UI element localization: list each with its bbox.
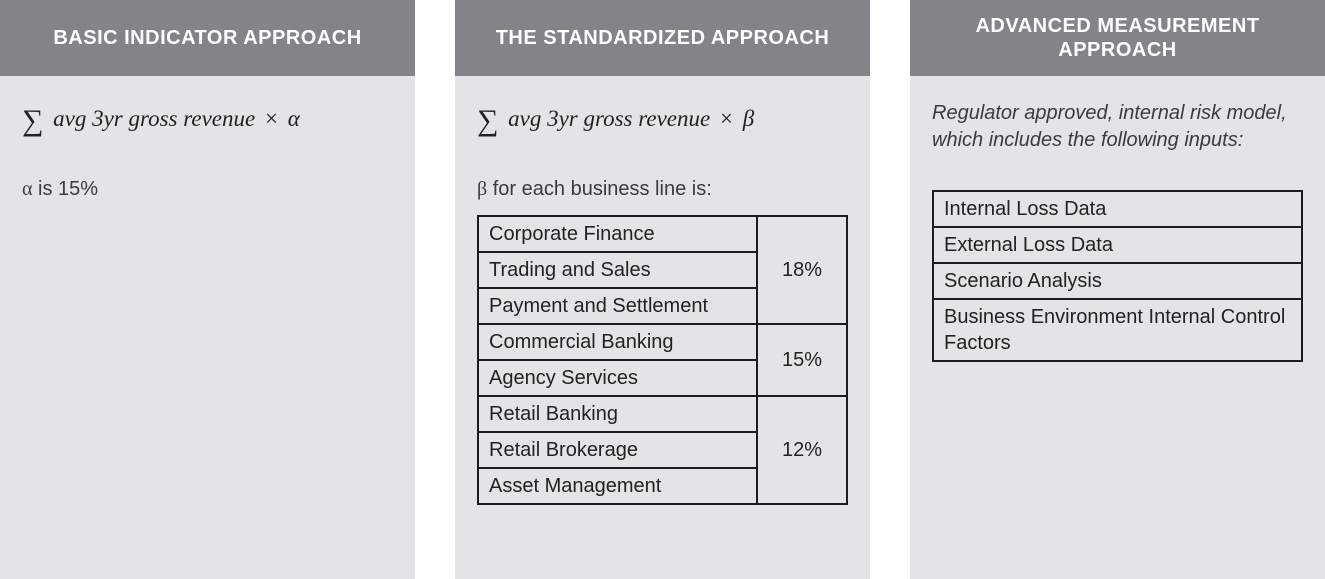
- table-row: External Loss Data: [933, 227, 1302, 263]
- standardized-formula: ∑ avg 3yr gross revenue × β: [477, 104, 848, 138]
- alpha-symbol: α: [288, 106, 300, 131]
- business-line-cell: Corporate Finance: [478, 216, 757, 252]
- times-symbol: ×: [261, 106, 282, 131]
- panel-ama-body: Regulator approved, internal risk model,…: [910, 76, 1325, 384]
- approach-panels: BASIC INDICATOR APPROACH ∑ avg 3yr gross…: [0, 0, 1325, 579]
- business-line-cell: Payment and Settlement: [478, 288, 757, 324]
- panel-standardized-header: THE STANDARDIZED APPROACH: [455, 0, 870, 76]
- ama-input-cell: Business Environment Internal Control Fa…: [933, 299, 1302, 361]
- table-row: Business Environment Internal Control Fa…: [933, 299, 1302, 361]
- business-line-cell: Retail Banking: [478, 396, 757, 432]
- beta-symbol: β: [743, 106, 754, 131]
- sigma-symbol: ∑: [22, 104, 43, 137]
- business-line-cell: Agency Services: [478, 360, 757, 396]
- business-line-cell: Asset Management: [478, 468, 757, 504]
- basic-formula-text: avg 3yr gross revenue: [53, 106, 255, 131]
- alpha-note: α is 15%: [22, 178, 393, 201]
- beta-note-symbol: β: [477, 178, 487, 200]
- sigma-symbol: ∑: [477, 104, 498, 137]
- standardized-formula-text: avg 3yr gross revenue: [508, 106, 710, 131]
- ama-input-cell: Internal Loss Data: [933, 191, 1302, 227]
- panel-ama: ADVANCED MEASUREMENT APPROACH Regulator …: [910, 0, 1325, 579]
- ama-input-cell: External Loss Data: [933, 227, 1302, 263]
- business-line-cell: Trading and Sales: [478, 252, 757, 288]
- times-symbol: ×: [716, 106, 737, 131]
- panel-basic-header: BASIC INDICATOR APPROACH: [0, 0, 415, 76]
- table-row: Retail Banking12%: [478, 396, 847, 432]
- beta-pct-cell: 18%: [757, 216, 847, 324]
- beta-pct-cell: 15%: [757, 324, 847, 396]
- panel-basic: BASIC INDICATOR APPROACH ∑ avg 3yr gross…: [0, 0, 415, 579]
- alpha-note-symbol: α: [22, 178, 32, 200]
- table-row: Scenario Analysis: [933, 263, 1302, 299]
- business-line-cell: Commercial Banking: [478, 324, 757, 360]
- table-row: Commercial Banking15%: [478, 324, 847, 360]
- ama-intro: Regulator approved, internal risk model,…: [932, 100, 1303, 154]
- beta-table: Corporate Finance18%Trading and SalesPay…: [477, 215, 848, 505]
- basic-formula: ∑ avg 3yr gross revenue × α: [22, 104, 393, 138]
- panel-basic-body: ∑ avg 3yr gross revenue × α α is 15%: [0, 76, 415, 223]
- alpha-note-text: is 15%: [32, 178, 98, 200]
- business-line-cell: Retail Brokerage: [478, 432, 757, 468]
- panel-standardized: THE STANDARDIZED APPROACH ∑ avg 3yr gros…: [455, 0, 870, 579]
- table-row: Corporate Finance18%: [478, 216, 847, 252]
- ama-input-cell: Scenario Analysis: [933, 263, 1302, 299]
- beta-note: β for each business line is:: [477, 178, 848, 201]
- beta-pct-cell: 12%: [757, 396, 847, 504]
- table-row: Internal Loss Data: [933, 191, 1302, 227]
- panel-ama-header: ADVANCED MEASUREMENT APPROACH: [910, 0, 1325, 76]
- beta-note-text: for each business line is:: [487, 178, 712, 200]
- panel-standardized-body: ∑ avg 3yr gross revenue × β β for each b…: [455, 76, 870, 527]
- ama-inputs-table: Internal Loss DataExternal Loss DataScen…: [932, 190, 1303, 362]
